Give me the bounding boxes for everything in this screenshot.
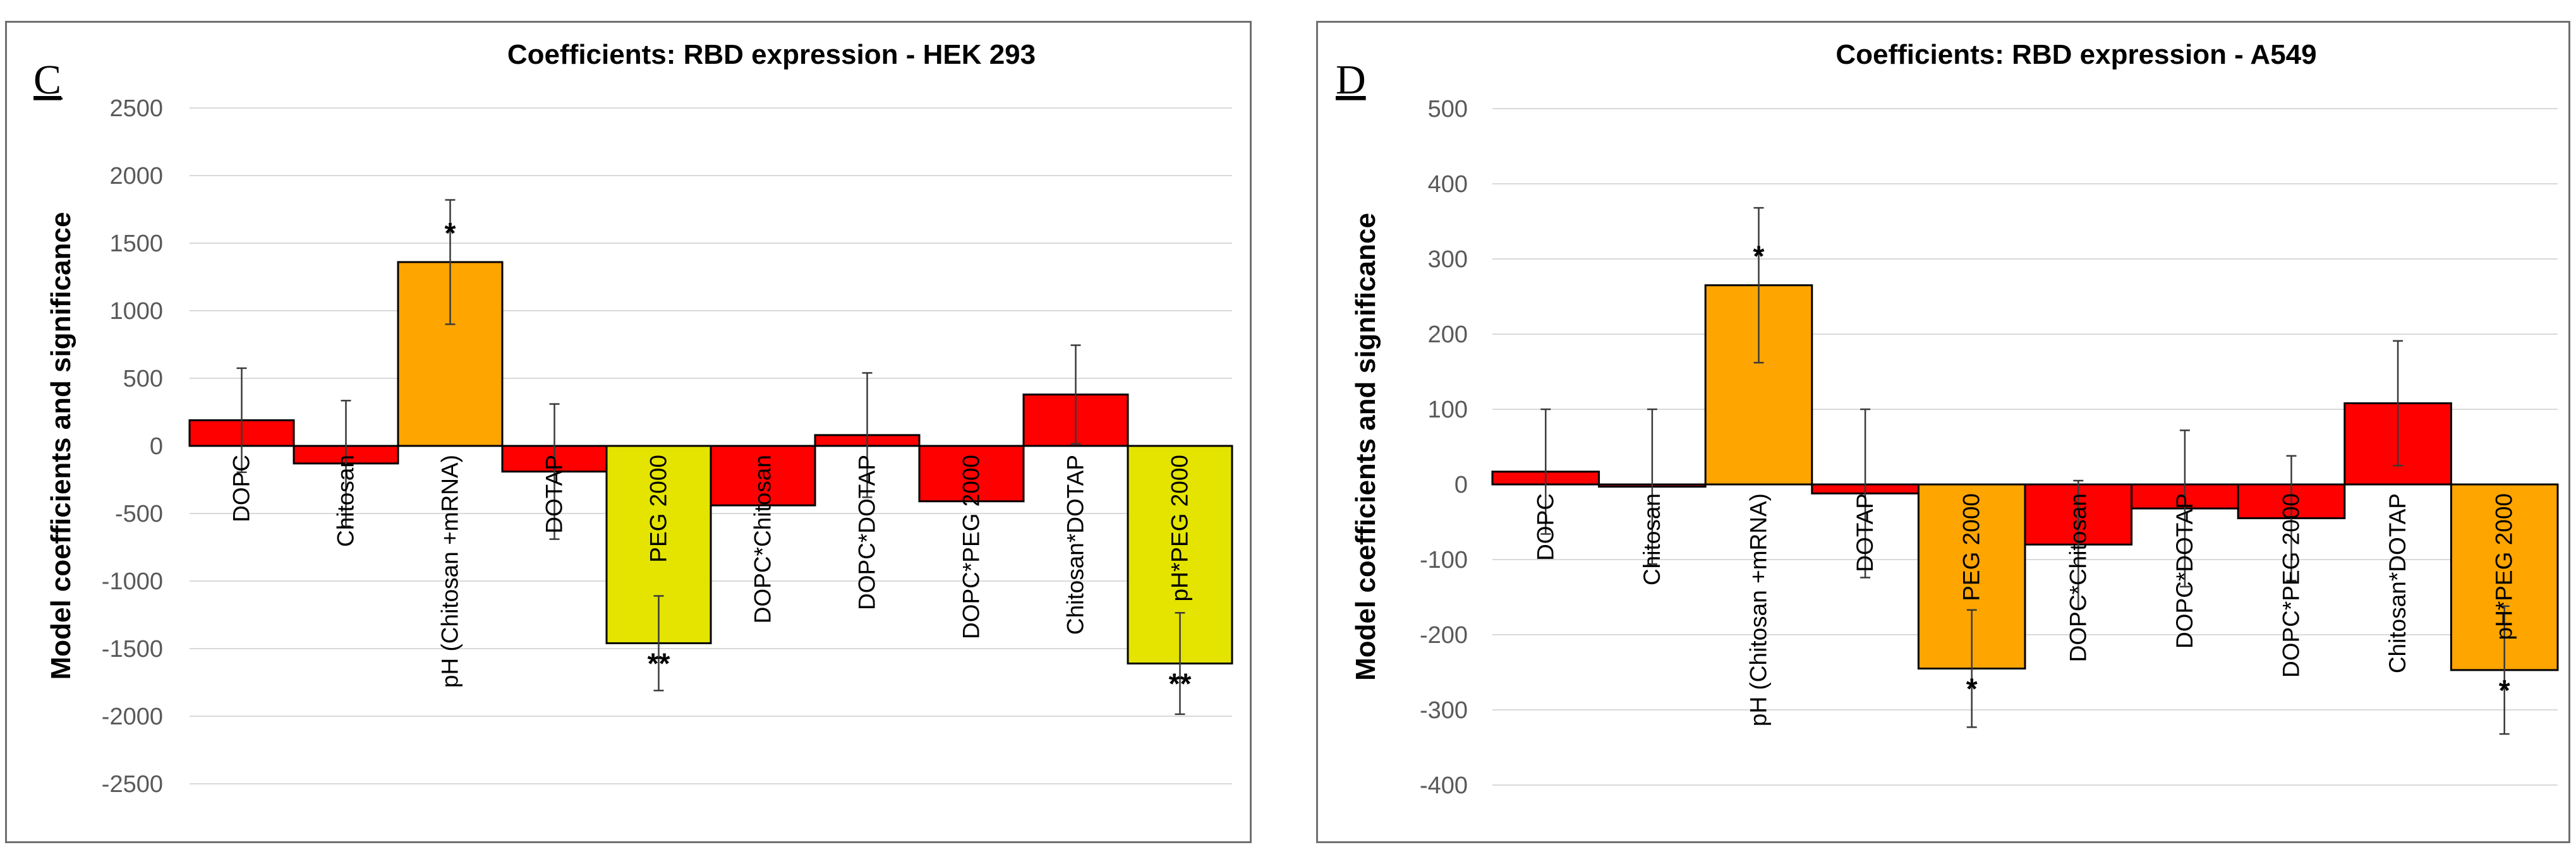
chart-title: Coefficients: RBD expression - HEK 293	[507, 39, 1036, 70]
y-tick-label: 500	[123, 366, 163, 392]
category-label: DOPC*DOTAP	[854, 455, 880, 610]
chart-panel-c: Coefficients: RBD expression - HEK 293 C 2…	[5, 21, 1252, 843]
bar-8	[918, 445, 1025, 503]
category-label: pH*PEG 2000	[1167, 455, 1193, 601]
significance-marker: *	[445, 217, 456, 249]
y-tick-label: -300	[1420, 697, 1468, 724]
significance-marker: *	[1753, 240, 1765, 273]
category-label: DOTAP	[1852, 493, 1878, 572]
y-axis-label: Model coefficients and significance	[1350, 213, 1381, 681]
category-label: Chitosan*DOTAP	[1063, 455, 1089, 635]
category-label: DOPC*Chitosan	[2065, 493, 2091, 662]
y-tick-label: 400	[1428, 171, 1468, 198]
y-tick-label: 2500	[109, 95, 163, 122]
chart-panel-d: Coefficients: RBD expression - A549 D 500 4…	[1316, 21, 2570, 843]
significance-marker: *	[2499, 674, 2510, 707]
category-label: DOPC	[229, 455, 255, 522]
category-label: DOPC*PEG 2000	[2278, 493, 2304, 678]
bar-6	[710, 445, 816, 507]
y-tick-label: 500	[1428, 96, 1468, 123]
y-tick-label: -200	[1420, 622, 1468, 649]
category-label: PEG 2000	[1959, 493, 1985, 601]
y-tick-label: -2000	[102, 704, 163, 730]
y-tick-label: 200	[1428, 321, 1468, 348]
y-tick-label: 0	[150, 433, 163, 460]
category-label: DOPC*DOTAP	[2172, 493, 2198, 649]
category-label: DOTAP	[541, 455, 567, 534]
category-label: pH*PEG 2000	[2491, 493, 2517, 640]
significance-marker: *	[1966, 673, 1978, 705]
y-tick-label: -500	[115, 501, 163, 527]
y-tick-label: 2000	[109, 163, 163, 189]
y-tick-label: -400	[1420, 772, 1468, 799]
chart-d: Coefficients: RBD expression - A549 D 500 4…	[1336, 39, 2559, 799]
category-label: pH (Chitosan +mRNA)	[437, 455, 463, 688]
category-label: DOPC*Chitosan	[750, 455, 776, 623]
panel-letter: C	[33, 57, 61, 103]
category-label: Chitosan*DOTAP	[2385, 493, 2410, 673]
y-tick-label: 100	[1428, 397, 1468, 423]
category-label: DOPC*PEG 2000	[958, 455, 984, 639]
chart-c: Coefficients: RBD expression - HEK 293 C 2…	[33, 39, 1233, 798]
y-tick-label: -1000	[102, 568, 163, 595]
y-axis-label: Model coefficients and significance	[45, 212, 76, 680]
category-label: Chitosan	[1639, 493, 1665, 585]
significance-marker: **	[1169, 668, 1192, 700]
chart-title: Coefficients: RBD expression - A549	[1835, 39, 2316, 70]
y-tick-label: 300	[1428, 246, 1468, 273]
y-tick-label: 1000	[109, 298, 163, 325]
y-tick-label: -2500	[102, 771, 163, 798]
panel-letter: D	[1336, 57, 1366, 103]
y-tick-label: -100	[1420, 547, 1468, 573]
y-tick-label: 1500	[109, 231, 163, 257]
significance-marker: **	[648, 647, 670, 680]
category-label: DOPC	[1532, 493, 1558, 561]
category-label: PEG 2000	[646, 455, 672, 563]
category-label: Chitosan	[333, 455, 359, 547]
category-label: pH (Chitosan +mRNA)	[1746, 493, 1772, 726]
y-tick-label: 0	[1454, 472, 1468, 498]
y-tick-label: -1500	[102, 636, 163, 663]
